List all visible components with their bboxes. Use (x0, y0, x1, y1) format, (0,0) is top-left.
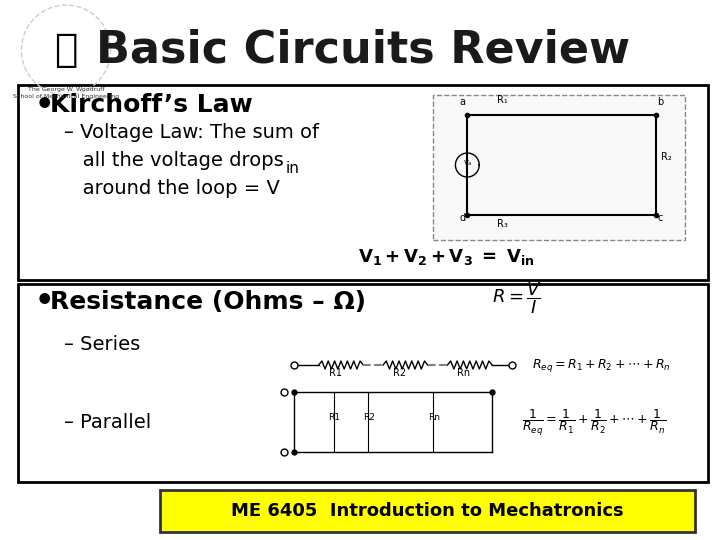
Text: Resistance (Ohms – Ω): Resistance (Ohms – Ω) (50, 290, 366, 314)
Text: ME 6405  Introduction to Mechatronics: ME 6405 Introduction to Mechatronics (231, 502, 624, 520)
Text: R₂: R₂ (660, 152, 671, 162)
Text: d: d (459, 213, 466, 223)
Text: R₃: R₃ (497, 219, 508, 229)
Text: Rn: Rn (428, 413, 440, 422)
Text: $\mathbf{V_1 + V_2 + V_3 \ = \ V_{in}}$: $\mathbf{V_1 + V_2 + V_3 \ = \ V_{in}}$ (359, 247, 535, 267)
Text: $R = \dfrac{V}{I}$: $R = \dfrac{V}{I}$ (492, 280, 542, 316)
Text: – Voltage Law: The sum of
   all the voltage drops
   around the loop = V: – Voltage Law: The sum of all the voltag… (64, 123, 319, 198)
Text: R1: R1 (328, 368, 341, 378)
Text: R2: R2 (364, 413, 375, 422)
FancyBboxPatch shape (433, 95, 685, 240)
Text: Basic Circuits Review: Basic Circuits Review (96, 29, 630, 71)
Text: •: • (35, 287, 54, 316)
FancyBboxPatch shape (19, 85, 708, 280)
Text: – Parallel: – Parallel (64, 413, 151, 431)
FancyBboxPatch shape (160, 490, 696, 532)
Text: b: b (657, 97, 664, 107)
Text: a: a (459, 97, 465, 107)
Text: R1: R1 (328, 413, 341, 422)
Text: vₐ: vₐ (464, 158, 472, 167)
Text: Kirchoff’s Law: Kirchoff’s Law (50, 93, 253, 117)
Text: The George W. Woodruff
School of Mechanical Engineering: The George W. Woodruff School of Mechani… (13, 87, 119, 99)
Text: 🐝: 🐝 (54, 31, 78, 69)
Text: R2: R2 (393, 368, 406, 378)
Text: •: • (35, 91, 54, 119)
FancyBboxPatch shape (19, 284, 708, 482)
Text: in: in (286, 161, 300, 176)
Text: – Series: – Series (64, 335, 140, 354)
Text: $\dfrac{1}{R_{eq}} = \dfrac{1}{R_1} + \dfrac{1}{R_2} + \cdots + \dfrac{1}{R_n}$: $\dfrac{1}{R_{eq}} = \dfrac{1}{R_1} + \d… (522, 407, 666, 437)
Text: $R_{eq} = R_1 + R_2 + \cdots + R_n$: $R_{eq} = R_1 + R_2 + \cdots + R_n$ (532, 356, 670, 374)
Text: Rn: Rn (457, 368, 471, 378)
Text: R₁: R₁ (497, 95, 508, 105)
Text: c: c (657, 213, 663, 223)
